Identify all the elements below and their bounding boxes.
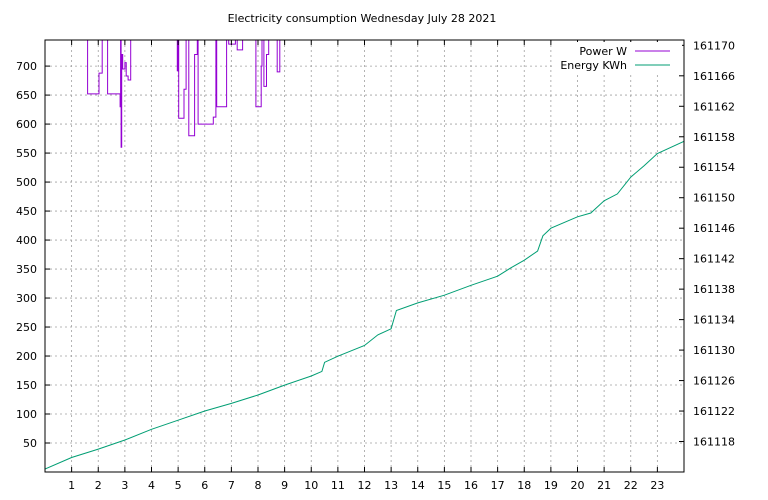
y-right-tick-label: 161130 <box>693 344 735 357</box>
x-tick-label: 15 <box>437 479 451 492</box>
y-right-tick-label: 161154 <box>693 161 735 174</box>
y-right-tick-label: 161122 <box>693 405 735 418</box>
y-left-tick-label: 450 <box>16 205 37 218</box>
y-left-tick-label: 150 <box>16 379 37 392</box>
x-tick-label: 6 <box>201 479 208 492</box>
y-right-tick-label: 161162 <box>693 100 735 113</box>
y-left-tick-label: 100 <box>16 408 37 421</box>
x-tick-label: 13 <box>384 479 398 492</box>
x-tick-label: 9 <box>281 479 288 492</box>
x-tick-label: 20 <box>571 479 585 492</box>
chart-title: Electricity consumption Wednesday July 2… <box>228 12 497 25</box>
x-tick-label: 17 <box>491 479 505 492</box>
x-tick-label: 4 <box>148 479 155 492</box>
x-tick-label: 22 <box>624 479 638 492</box>
y-right-tick-label: 161134 <box>693 314 735 327</box>
y-right-tick-label: 161170 <box>693 39 735 52</box>
y-right-tick-label: 161146 <box>693 222 735 235</box>
y-right-tick-label: 161150 <box>693 192 735 205</box>
x-tick-label: 19 <box>544 479 558 492</box>
y-right-tick-label: 161138 <box>693 283 735 296</box>
y-right-tick-label: 161166 <box>693 70 735 83</box>
x-tick-label: 3 <box>121 479 128 492</box>
y-right-tick-label: 161158 <box>693 131 735 144</box>
x-tick-label: 5 <box>175 479 182 492</box>
y-left-tick-label: 550 <box>16 147 37 160</box>
x-tick-label: 7 <box>228 479 235 492</box>
x-tick-label: 11 <box>331 479 345 492</box>
y-right-tick-label: 161118 <box>693 436 735 449</box>
x-tick-label: 8 <box>255 479 262 492</box>
x-tick-label: 1 <box>68 479 75 492</box>
y-left-tick-label: 50 <box>23 437 37 450</box>
x-tick-label: 14 <box>411 479 425 492</box>
y-right-tick-label: 161126 <box>693 375 735 388</box>
y-left-tick-label: 700 <box>16 60 37 73</box>
y-left-tick-label: 250 <box>16 321 37 334</box>
legend: Power W Energy KWh <box>555 42 682 72</box>
x-tick-label: 10 <box>304 479 318 492</box>
y-right-tick-label: 161142 <box>693 253 735 266</box>
series-line-energy-kwh <box>45 140 684 470</box>
legend-label-power: Power W <box>579 45 627 58</box>
x-tick-label: 18 <box>517 479 531 492</box>
grid-layer <box>45 40 684 472</box>
x-tick-label: 21 <box>597 479 611 492</box>
y-left-tick-label: 400 <box>16 234 37 247</box>
legend-background <box>555 42 682 72</box>
ticks-layer: 1 2 3 4 5 6 7 8 9 10 11 12 13 14 15 16 17 18 19 20 21 22 23501… <box>16 39 735 492</box>
x-tick-label: 23 <box>650 479 664 492</box>
series-line-power-w <box>84 40 281 148</box>
legend-label-energy: Energy KWh <box>560 59 627 72</box>
y-left-tick-label: 300 <box>16 292 37 305</box>
x-tick-label: 16 <box>464 479 478 492</box>
series-layer <box>45 40 684 470</box>
y-left-tick-label: 650 <box>16 89 37 102</box>
y-left-tick-label: 500 <box>16 176 37 189</box>
y-left-tick-label: 350 <box>16 263 37 276</box>
x-tick-label: 2 <box>95 479 102 492</box>
y-left-tick-label: 600 <box>16 118 37 131</box>
x-tick-label: 12 <box>358 479 372 492</box>
y-left-tick-label: 200 <box>16 350 37 363</box>
